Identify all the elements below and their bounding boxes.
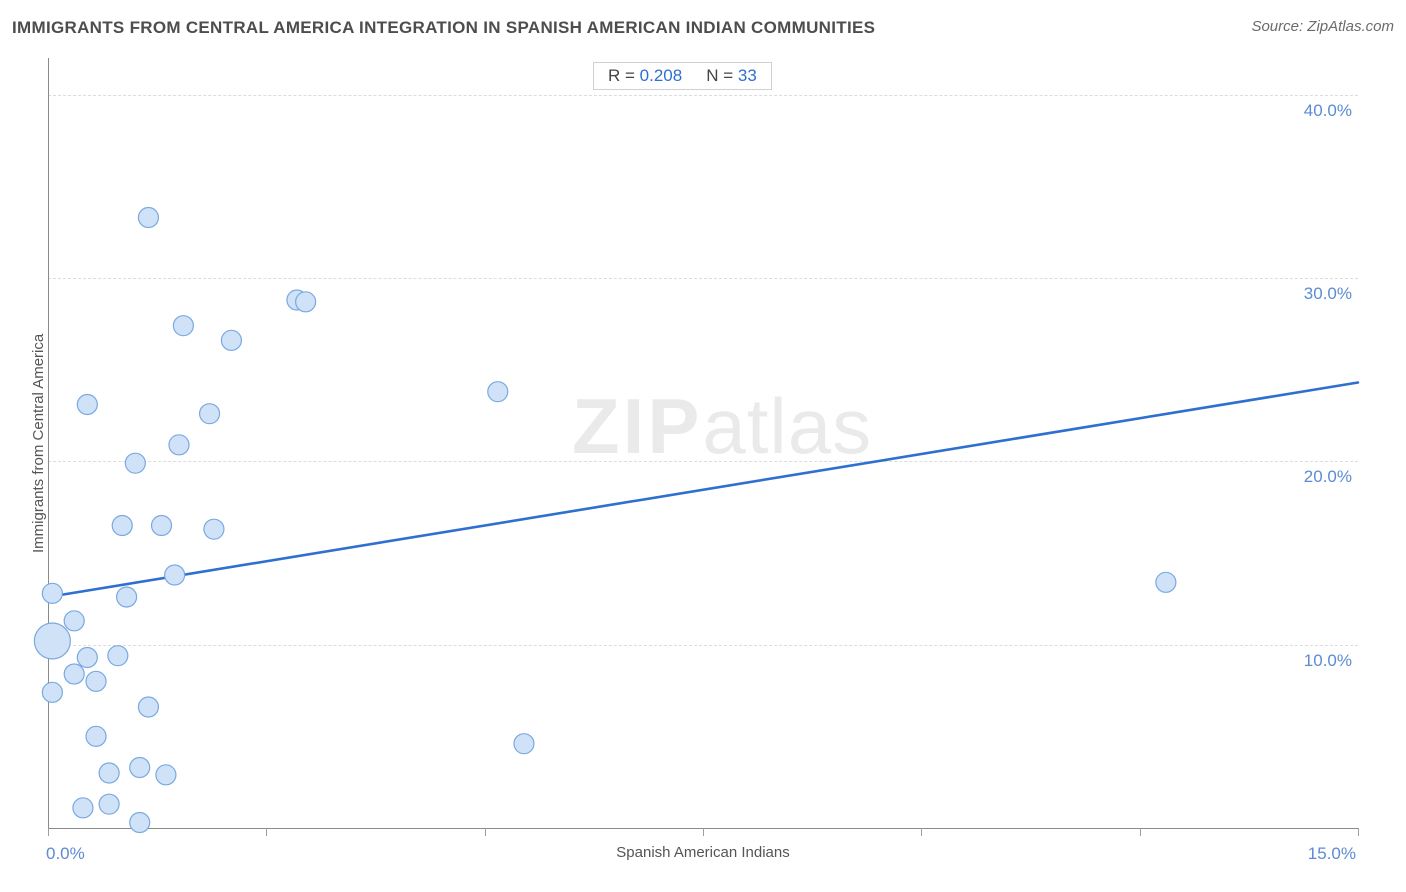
data-point <box>42 583 62 603</box>
data-point <box>296 292 316 312</box>
data-point <box>165 565 185 585</box>
y-axis-title: Immigrants from Central America <box>30 334 47 553</box>
data-point <box>200 404 220 424</box>
x-tick <box>703 828 704 836</box>
data-point <box>125 453 145 473</box>
data-point <box>42 682 62 702</box>
data-point <box>73 798 93 818</box>
n-group: N = 33 <box>706 66 757 86</box>
r-group: R = 0.208 <box>608 66 682 86</box>
header: IMMIGRANTS FROM CENTRAL AMERICA INTEGRAT… <box>12 18 1394 38</box>
r-value: 0.208 <box>640 66 683 85</box>
x-tick <box>921 828 922 836</box>
data-point <box>99 763 119 783</box>
data-point <box>152 516 172 536</box>
trend-line <box>48 383 1358 598</box>
data-point <box>173 316 193 336</box>
r-label: R = <box>608 66 635 85</box>
data-point <box>488 382 508 402</box>
source-attribution: Source: ZipAtlas.com <box>1251 18 1394 35</box>
x-tick <box>1140 828 1141 836</box>
data-point <box>514 734 534 754</box>
data-point <box>130 813 150 833</box>
x-axis-title: Spanish American Indians <box>48 844 1358 861</box>
chart-title: IMMIGRANTS FROM CENTRAL AMERICA INTEGRAT… <box>12 18 875 38</box>
data-point <box>169 435 189 455</box>
data-point <box>112 516 132 536</box>
n-value: 33 <box>738 66 757 85</box>
x-tick <box>485 828 486 836</box>
data-point <box>156 765 176 785</box>
data-point <box>64 611 84 631</box>
data-point <box>130 758 150 778</box>
data-point <box>1156 572 1176 592</box>
data-point <box>138 208 158 228</box>
scatter-svg <box>48 58 1358 828</box>
x-tick <box>266 828 267 836</box>
stats-legend: R = 0.208 N = 33 <box>593 62 772 90</box>
n-label: N = <box>706 66 733 85</box>
data-point <box>77 648 97 668</box>
data-point <box>77 395 97 415</box>
data-point <box>221 330 241 350</box>
data-point <box>108 646 128 666</box>
data-point <box>86 726 106 746</box>
data-point <box>34 623 70 659</box>
data-point <box>138 697 158 717</box>
data-point <box>204 519 224 539</box>
data-point <box>117 587 137 607</box>
x-tick <box>1358 828 1359 836</box>
data-point <box>86 671 106 691</box>
data-point <box>99 794 119 814</box>
scatter-plot: 10.0%20.0%30.0%40.0%0.0%15.0%Spanish Ame… <box>48 58 1358 828</box>
x-tick <box>48 828 49 836</box>
data-point <box>64 664 84 684</box>
